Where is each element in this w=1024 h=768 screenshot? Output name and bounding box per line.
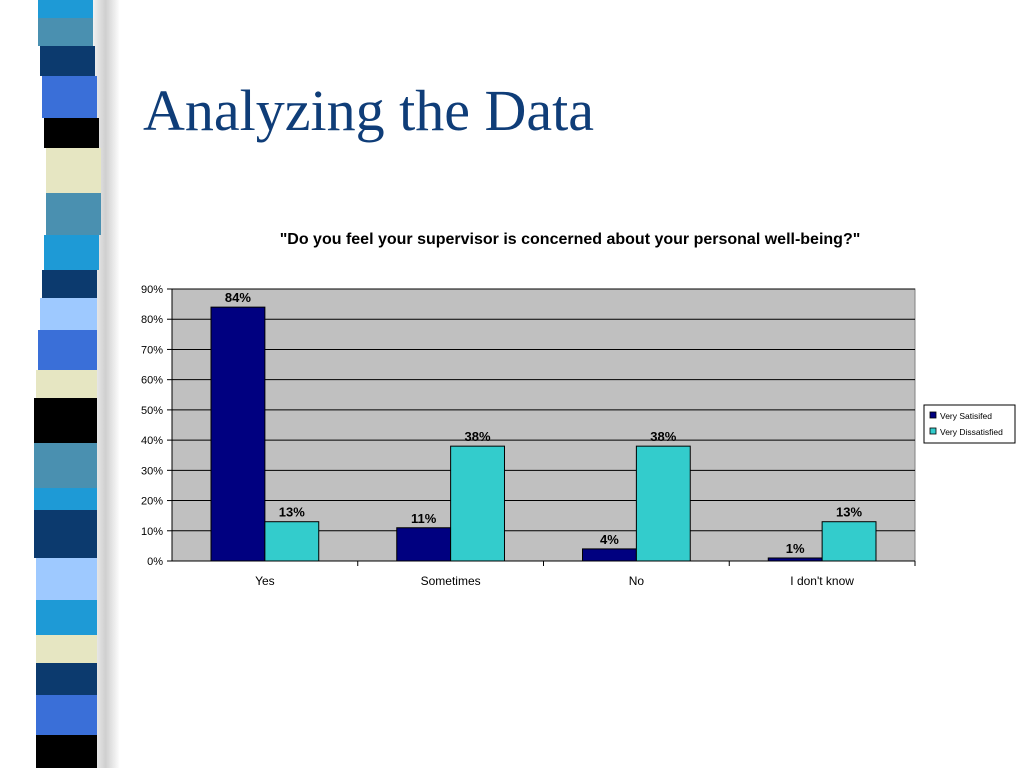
y-tick-label: 0% xyxy=(147,556,163,568)
data-label: 38% xyxy=(465,429,491,444)
y-tick-label: 80% xyxy=(141,314,163,326)
bar xyxy=(210,306,266,562)
data-label: 1% xyxy=(786,541,805,556)
x-tick-label: Yes xyxy=(255,574,275,588)
bar xyxy=(396,527,452,562)
legend-label: Very Satisifed xyxy=(940,411,992,421)
x-tick-label: I don't know xyxy=(790,574,854,588)
data-label: 38% xyxy=(650,429,676,444)
y-tick-label: 90% xyxy=(141,284,163,296)
legend xyxy=(923,404,1016,444)
data-label: 13% xyxy=(279,505,305,520)
y-tick-label: 50% xyxy=(141,405,163,417)
data-label: 13% xyxy=(836,505,862,520)
y-tick-label: 10% xyxy=(141,526,163,538)
slide-title: Analyzing the Data xyxy=(143,78,594,143)
legend-swatch xyxy=(929,411,937,419)
bar xyxy=(582,548,637,562)
legend-swatch xyxy=(929,427,937,435)
legend-label: Very Dissatisfied xyxy=(940,427,1003,437)
plot-area xyxy=(171,288,916,562)
bar xyxy=(264,521,320,562)
x-tick-label: No xyxy=(629,574,645,588)
y-tick-label: 70% xyxy=(141,344,163,356)
y-tick-label: 20% xyxy=(141,496,163,508)
data-label: 11% xyxy=(411,511,437,526)
y-tick-label: 40% xyxy=(141,435,163,447)
bar xyxy=(450,445,505,562)
y-tick-label: 30% xyxy=(141,465,163,477)
y-tick-label: 60% xyxy=(141,375,163,387)
bar xyxy=(635,445,691,562)
bar xyxy=(821,521,877,562)
bar xyxy=(767,557,823,562)
chart-title: "Do you feel your supervisor is concerne… xyxy=(280,231,861,248)
data-label: 4% xyxy=(600,532,619,547)
x-tick-label: Sometimes xyxy=(421,574,481,588)
bar-chart: "Do you feel your supervisor is concerne… xyxy=(141,231,1016,588)
decorative-stripe-band xyxy=(34,0,120,768)
data-label: 84% xyxy=(225,290,251,305)
